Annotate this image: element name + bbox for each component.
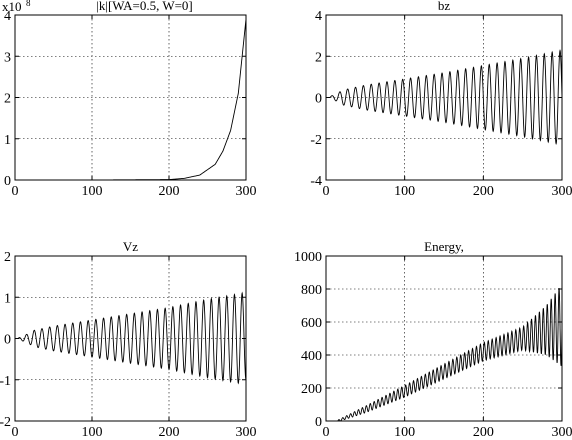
x-tick-label: 0 — [12, 425, 19, 440]
y-tick-label: 0 — [315, 415, 322, 430]
y-tick-label: 0 — [315, 92, 322, 107]
y-tick-label: 0 — [4, 174, 11, 189]
series-line — [15, 19, 247, 181]
y-tick-label: 1000 — [294, 250, 322, 265]
y-tick-label: 4 — [315, 9, 322, 24]
y-tick-label: 3 — [4, 50, 11, 65]
y-tick-label: -1 — [0, 374, 11, 389]
panel-title: Vz — [123, 239, 138, 254]
series-line — [326, 288, 563, 422]
axis-multiplier-exponent: 8 — [26, 0, 31, 8]
y-tick-label: -4 — [310, 174, 322, 189]
x-tick-label: 300 — [236, 425, 257, 440]
x-tick-label: 0 — [323, 184, 330, 199]
y-tick-label: 2 — [4, 92, 11, 107]
x-tick-label: 0 — [323, 425, 330, 440]
y-tick-label: 2 — [315, 50, 322, 65]
x-tick-label: 300 — [236, 184, 257, 199]
panel-energy: 0 100 200 300 0 200 400 600 800 1000 Energy, — [294, 239, 572, 440]
y-tick-label: 0 — [4, 333, 11, 348]
series-line — [326, 49, 563, 146]
y-tick-label: 4 — [4, 9, 11, 24]
panel-title: |k|[WA=0.5, W=0] — [96, 0, 193, 13]
panel-k-magnitude: 0 100 200 300 0 1 2 3 4 |k|[WA=0.5, W=0] x10 8 — [2, 0, 257, 199]
x-tick-label: 200 — [473, 425, 494, 440]
panel-bz: 0 100 200 300 -4 -2 0 2 4 bz — [310, 0, 572, 199]
x-tick-label: 100 — [82, 184, 103, 199]
series-line — [15, 291, 247, 385]
y-tick-label: -2 — [0, 415, 11, 430]
y-tick-label: 200 — [301, 382, 322, 397]
x-tick-label: 100 — [82, 425, 103, 440]
y-tick-label: 600 — [301, 316, 322, 331]
y-tick-label: -2 — [310, 133, 322, 148]
plot-frame — [325, 255, 563, 422]
y-tick-label: 2 — [4, 250, 11, 265]
x-tick-label: 100 — [394, 425, 415, 440]
x-tick-label: 300 — [552, 184, 572, 199]
x-tick-label: 200 — [159, 425, 180, 440]
y-tick-label: 800 — [301, 283, 322, 298]
panel-title: Energy, — [424, 239, 464, 254]
x-tick-label: 200 — [473, 184, 494, 199]
y-tick-label: 1 — [4, 291, 11, 306]
x-tick-label: 200 — [159, 184, 180, 199]
y-tick-label: 1 — [4, 133, 11, 148]
y-tick-label: 400 — [301, 349, 322, 364]
x-tick-label: 300 — [552, 425, 572, 440]
panel-vz: 0 100 200 300 -2 -1 0 1 2 Vz — [0, 239, 257, 440]
x-tick-label: 0 — [12, 184, 19, 199]
axis-multiplier: x10 — [2, 0, 22, 14]
x-tick-label: 100 — [394, 184, 415, 199]
panel-title: bz — [438, 0, 451, 13]
